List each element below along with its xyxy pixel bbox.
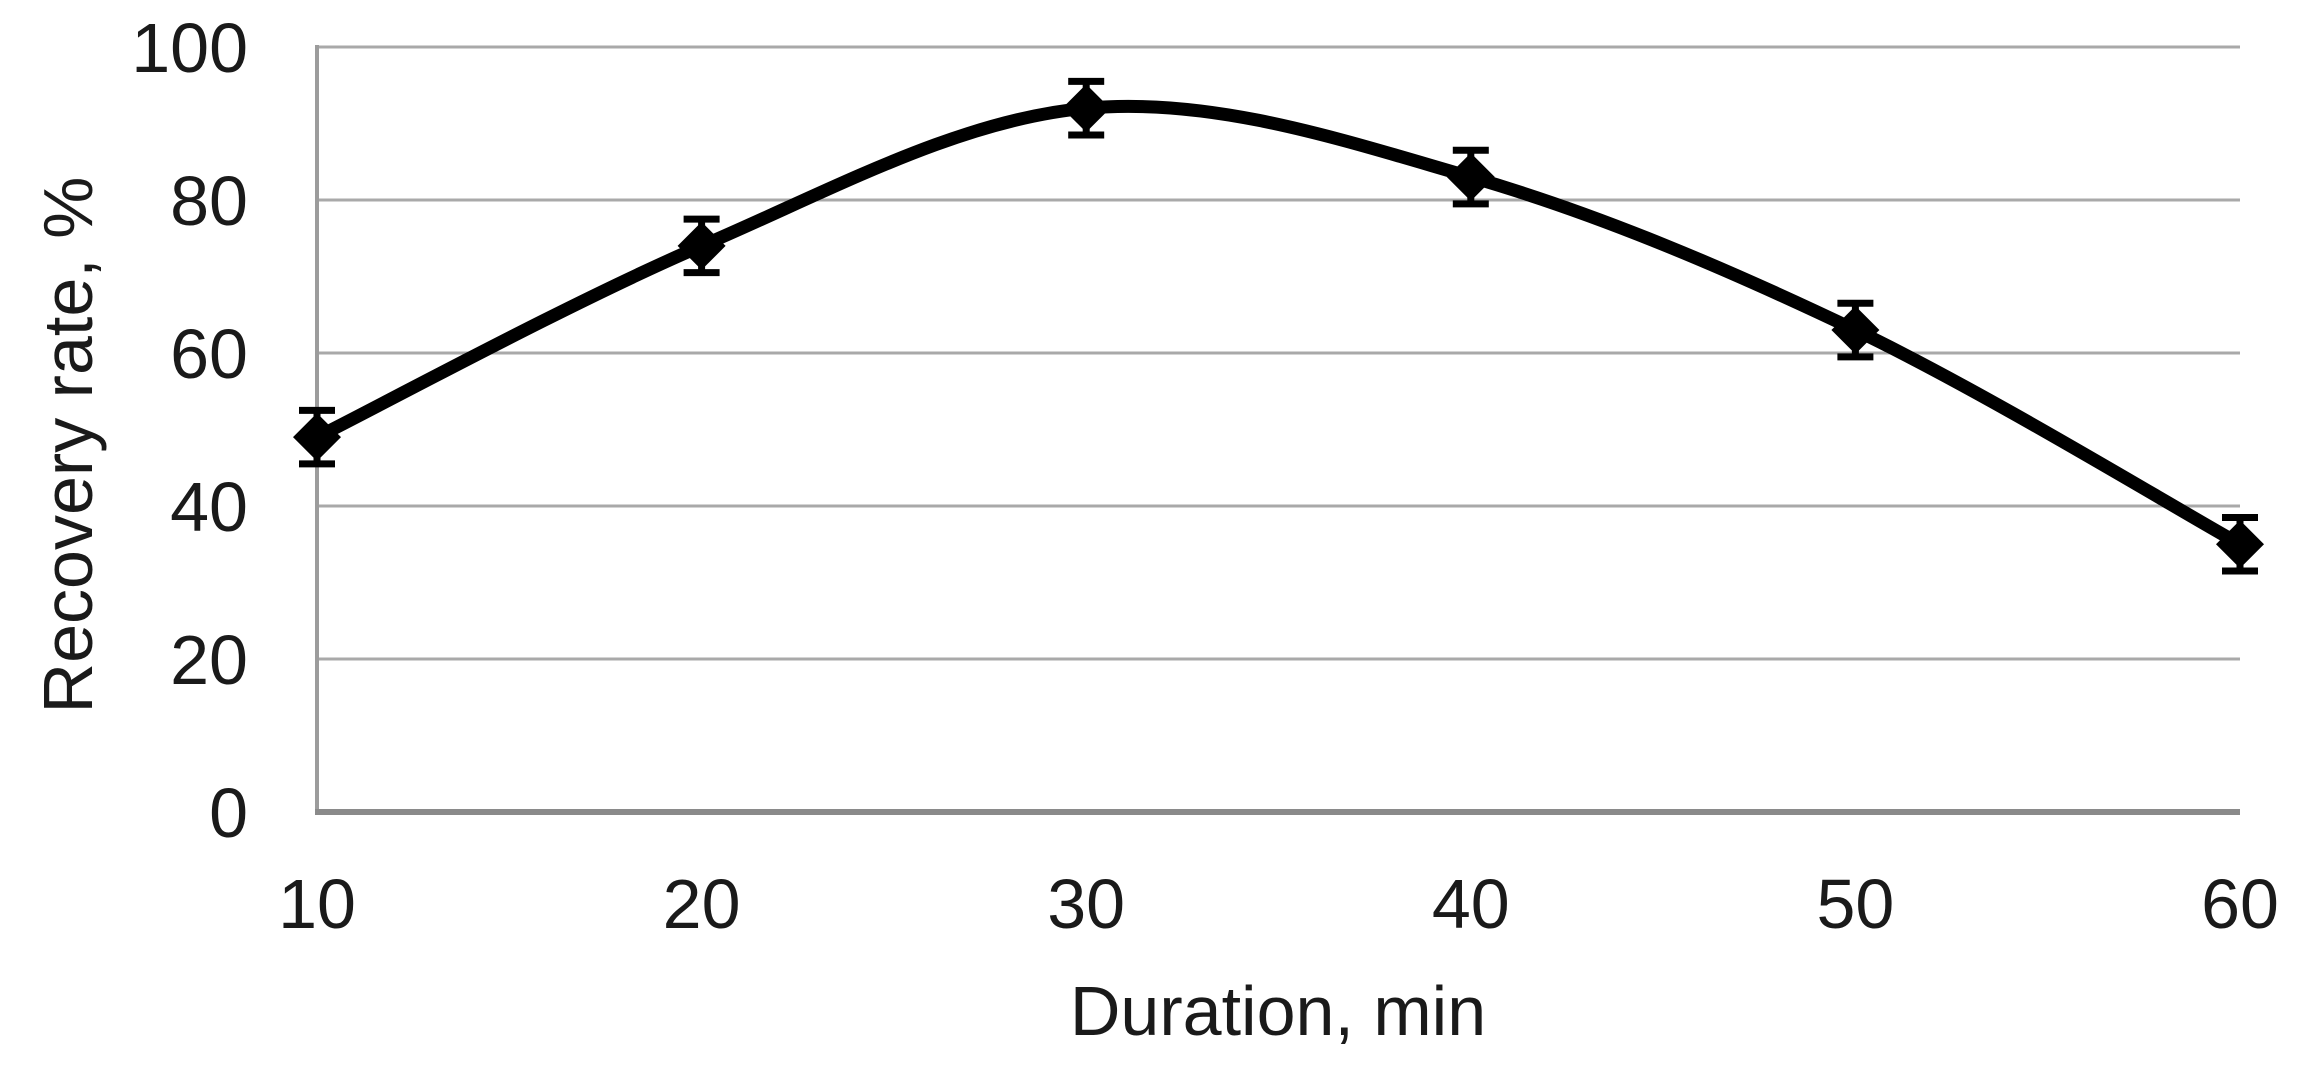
y-tick-label-80: 80 (170, 162, 248, 240)
x-tick-label-20: 20 (663, 865, 741, 943)
gridlines (317, 45, 2240, 661)
x-axis-tick-labels: 10 20 30 40 50 60 (278, 865, 2279, 943)
marker-diamond-x10 (293, 413, 341, 462)
y-tick-label-0: 0 (209, 774, 248, 852)
y-tick-label-20: 20 (170, 621, 248, 699)
marker-diamond-x40 (1446, 153, 1495, 202)
axes (315, 45, 2240, 815)
series-line (310, 99, 2247, 551)
error-bars (299, 77, 2258, 575)
x-axis-title: Duration, min (1070, 972, 1486, 1050)
x-tick-label-10: 10 (278, 865, 356, 943)
data-point-markers (293, 84, 2264, 569)
marker-diamond-x60 (2216, 520, 2264, 569)
marker-diamond-x30 (1062, 84, 1111, 133)
marker-diamond-x50 (1831, 306, 1880, 355)
x-tick-label-60: 60 (2201, 865, 2279, 943)
x-tick-label-40: 40 (1432, 865, 1510, 943)
marker-diamond-x20 (677, 221, 726, 270)
y-tick-label-40: 40 (170, 468, 248, 546)
y-axis-title: Recovery rate, % (29, 177, 107, 714)
x-tick-label-50: 50 (1816, 865, 1894, 943)
x-tick-label-30: 30 (1047, 865, 1125, 943)
y-tick-label-60: 60 (170, 315, 248, 393)
y-axis-tick-labels: 0 20 40 60 80 100 (131, 9, 248, 852)
y-tick-label-100: 100 (131, 9, 248, 87)
